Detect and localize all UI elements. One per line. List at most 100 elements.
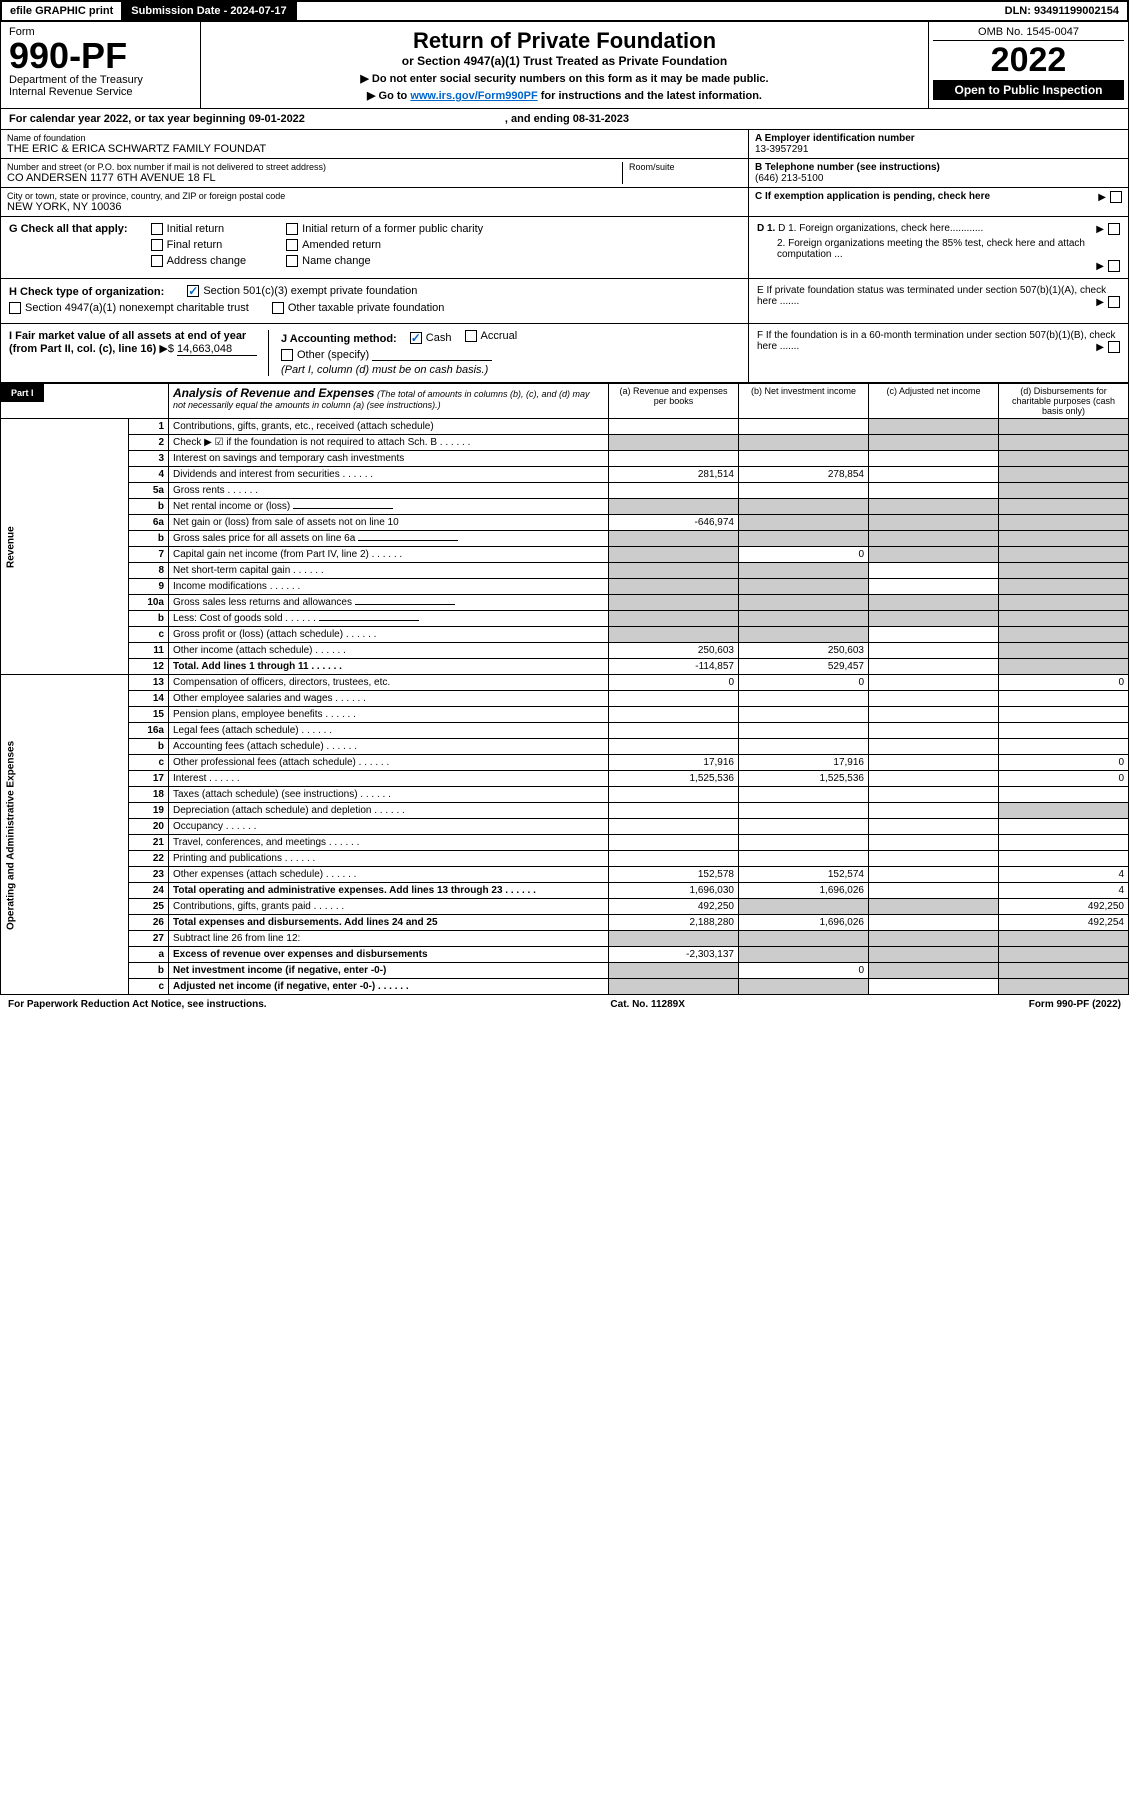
omb-number: OMB No. 1545-0047 [933, 26, 1124, 41]
g-label: G Check all that apply: [9, 223, 128, 235]
ein-label: A Employer identification number [755, 133, 1122, 144]
d1-label: D 1. D 1. Foreign organizations, check h… [757, 223, 1120, 234]
table-row: 27Subtract line 26 from line 12: [1, 931, 1129, 947]
g-final-return-checkbox[interactable] [151, 239, 163, 251]
table-row: 2Check ▶ ☑ if the foundation is not requ… [1, 435, 1129, 451]
table-row: 25Contributions, gifts, grants paid . . … [1, 899, 1129, 915]
col-a-header: (a) Revenue and expenses per books [609, 384, 739, 419]
f-checkbox[interactable] [1108, 341, 1120, 353]
d2-label: 2. Foreign organizations meeting the 85%… [757, 238, 1120, 260]
table-row: 19Depreciation (attach schedule) and dep… [1, 803, 1129, 819]
table-row: 21Travel, conferences, and meetings . . … [1, 835, 1129, 851]
table-row: bAccounting fees (attach schedule) . . .… [1, 739, 1129, 755]
table-row: 10aGross sales less returns and allowanc… [1, 595, 1129, 611]
table-row: bGross sales price for all assets on lin… [1, 531, 1129, 547]
vertical-section-label: Revenue [1, 419, 129, 675]
f-label: F If the foundation is in a 60-month ter… [757, 330, 1116, 352]
c-exemption-label: C If exemption application is pending, c… [755, 191, 990, 202]
table-row: 18Taxes (attach schedule) (see instructi… [1, 787, 1129, 803]
section-ij: I Fair market value of all assets at end… [0, 324, 1129, 383]
paperwork-notice: For Paperwork Reduction Act Notice, see … [8, 999, 267, 1010]
table-row: aExcess of revenue over expenses and dis… [1, 947, 1129, 963]
form990pf-link[interactable]: www.irs.gov/Form990PF [410, 90, 537, 102]
table-row: cAdjusted net income (if negative, enter… [1, 979, 1129, 995]
table-row: 14Other employee salaries and wages . . … [1, 691, 1129, 707]
col-b-header: (b) Net investment income [739, 384, 869, 419]
instr-link-row: ▶ Go to www.irs.gov/Form990PF for instru… [211, 89, 918, 102]
table-row: 11Other income (attach schedule) . . . .… [1, 643, 1129, 659]
table-row: 24Total operating and administrative exp… [1, 883, 1129, 899]
vertical-section-label: Operating and Administrative Expenses [1, 675, 129, 995]
h-501c3-checkbox[interactable]: ✓ [187, 285, 199, 297]
city: NEW YORK, NY 10036 [7, 201, 742, 213]
table-row: 3Interest on savings and temporary cash … [1, 451, 1129, 467]
table-row: bNet investment income (if negative, ent… [1, 963, 1129, 979]
address-label: Number and street (or P.O. box number if… [7, 162, 622, 172]
e-label: E If private foundation status was termi… [757, 285, 1106, 307]
g-initial-return-checkbox[interactable] [151, 223, 163, 235]
table-row: Revenue1Contributions, gifts, grants, et… [1, 419, 1129, 435]
j-note: (Part I, column (d) must be on cash basi… [281, 364, 740, 376]
h-other-taxable-checkbox[interactable] [272, 302, 284, 314]
form-subtitle: or Section 4947(a)(1) Trust Treated as P… [211, 54, 918, 68]
table-row: 23Other expenses (attach schedule) . . .… [1, 867, 1129, 883]
g-name-change-checkbox[interactable] [286, 255, 298, 267]
address: CO ANDERSEN 1177 6TH AVENUE 18 FL [7, 172, 622, 184]
footer: For Paperwork Reduction Act Notice, see … [0, 995, 1129, 1014]
table-row: cGross profit or (loss) (attach schedule… [1, 627, 1129, 643]
irs-label: Internal Revenue Service [9, 86, 192, 98]
table-row: 9Income modifications . . . . . . [1, 579, 1129, 595]
table-row: 15Pension plans, employee benefits . . .… [1, 707, 1129, 723]
col-d-header: (d) Disbursements for charitable purpose… [999, 384, 1129, 419]
table-row: 4Dividends and interest from securities … [1, 467, 1129, 483]
g-initial-public-checkbox[interactable] [286, 223, 298, 235]
table-row: 8Net short-term capital gain . . . . . . [1, 563, 1129, 579]
calendar-year-row: For calendar year 2022, or tax year begi… [0, 109, 1129, 130]
foundation-name-label: Name of foundation [7, 133, 742, 143]
phone: (646) 213-5100 [755, 173, 1122, 184]
table-row: Operating and Administrative Expenses13C… [1, 675, 1129, 691]
h-4947-checkbox[interactable] [9, 302, 21, 314]
d2-checkbox[interactable] [1108, 260, 1120, 272]
table-row: 22Printing and publications . . . . . . [1, 851, 1129, 867]
room-label: Room/suite [629, 162, 742, 172]
g-amended-checkbox[interactable] [286, 239, 298, 251]
e-checkbox[interactable] [1108, 296, 1120, 308]
table-row: bNet rental income or (loss) [1, 499, 1129, 515]
identification-grid: Name of foundation THE ERIC & ERICA SCHW… [0, 130, 1129, 217]
i-fmv-value: 14,663,048 [177, 343, 257, 356]
table-row: cOther professional fees (attach schedul… [1, 755, 1129, 771]
table-row: 17Interest . . . . . .1,525,5361,525,536… [1, 771, 1129, 787]
part1-table: Part I Analysis of Revenue and Expenses … [0, 383, 1129, 995]
c-checkbox[interactable] [1110, 191, 1122, 203]
part1-label: Part I [1, 384, 44, 402]
form-title: Return of Private Foundation [211, 28, 918, 54]
form-header: Form 990-PF Department of the Treasury I… [0, 22, 1129, 109]
col-c-header: (c) Adjusted net income [869, 384, 999, 419]
phone-label: B Telephone number (see instructions) [755, 162, 1122, 173]
table-row: bLess: Cost of goods sold . . . . . . [1, 611, 1129, 627]
cat-no: Cat. No. 11289X [610, 999, 684, 1010]
h-label: H Check type of organization: [9, 286, 164, 298]
table-row: 26Total expenses and disbursements. Add … [1, 915, 1129, 931]
table-row: 12Total. Add lines 1 through 11 . . . . … [1, 659, 1129, 675]
j-cash-checkbox[interactable]: ✓ [410, 332, 422, 344]
efile-print-button[interactable]: efile GRAPHIC print [2, 2, 123, 20]
j-other-checkbox[interactable] [281, 349, 293, 361]
dept-treasury: Department of the Treasury [9, 74, 192, 86]
foundation-name: THE ERIC & ERICA SCHWARTZ FAMILY FOUNDAT [7, 143, 742, 155]
j-label: J Accounting method: [281, 333, 397, 345]
submission-date: Submission Date - 2024-07-17 [123, 2, 296, 20]
tax-year: 2022 [933, 41, 1124, 80]
table-row: 16aLegal fees (attach schedule) . . . . … [1, 723, 1129, 739]
table-row: 7Capital gain net income (from Part IV, … [1, 547, 1129, 563]
table-row: 6aNet gain or (loss) from sale of assets… [1, 515, 1129, 531]
j-accrual-checkbox[interactable] [465, 330, 477, 342]
form-number: 990-PF [9, 38, 192, 74]
d1-checkbox[interactable] [1108, 223, 1120, 235]
dln: DLN: 93491199002154 [997, 2, 1127, 20]
part1-title: Analysis of Revenue and Expenses [173, 386, 374, 400]
top-bar: efile GRAPHIC print Submission Date - 20… [0, 0, 1129, 22]
section-g: G Check all that apply: Initial return I… [0, 217, 1129, 279]
g-address-change-checkbox[interactable] [151, 255, 163, 267]
